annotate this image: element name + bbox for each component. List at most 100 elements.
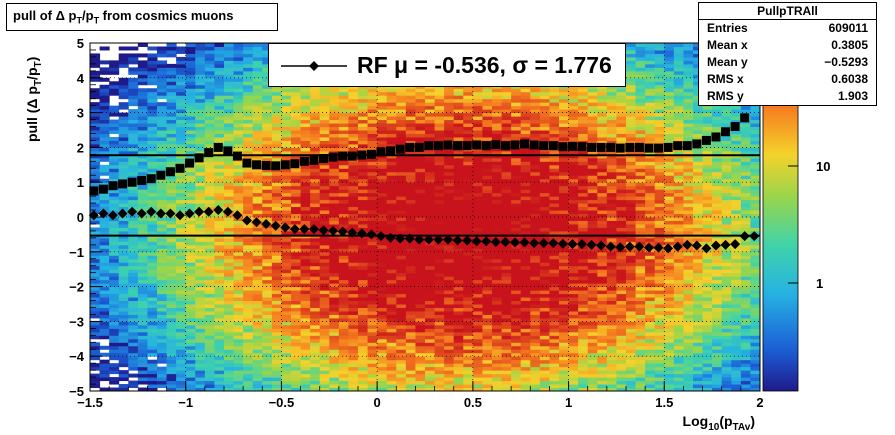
heatmap-cell: [329, 119, 340, 124]
heatmap-cell: [386, 178, 397, 183]
heatmap-cell: [463, 136, 474, 141]
heatmap-cell: [300, 123, 311, 128]
heatmap-cell: [425, 223, 436, 228]
heatmap-cell: [472, 363, 483, 368]
heatmap-cell: [530, 192, 541, 197]
heatmap-cell: [539, 276, 550, 281]
heatmap-cell: [176, 349, 187, 354]
heatmap-cell: [195, 300, 206, 305]
heatmap-cell: [300, 255, 311, 260]
heatmap-cell: [549, 206, 560, 211]
heatmap-cell: [157, 74, 168, 79]
heatmap-cell: [271, 356, 282, 361]
heatmap-cell: [338, 373, 349, 378]
heatmap-cell: [128, 297, 139, 302]
heatmap-cell: [367, 380, 378, 385]
heatmap-cell: [453, 88, 464, 93]
heatmap-cell: [291, 377, 302, 382]
heatmap-cell: [549, 317, 560, 322]
heatmap-cell: [463, 352, 474, 357]
heatmap-cell: [185, 223, 196, 228]
heatmap-cell: [386, 300, 397, 305]
heatmap-cell: [367, 143, 378, 148]
heatmap-cell: [405, 307, 416, 312]
heatmap-cell: [157, 304, 168, 308]
heatmap-cell: [271, 269, 282, 274]
heatmap-cell: [118, 46, 129, 51]
heatmap-cell: [300, 380, 311, 385]
heatmap-cell: [90, 384, 101, 389]
heatmap-cell: [472, 304, 483, 308]
heatmap-cell: [511, 335, 522, 340]
heatmap-cell: [453, 217, 464, 221]
heatmap-cell: [185, 67, 196, 72]
heatmap-cell: [176, 157, 187, 162]
heatmap-cell: [118, 220, 129, 225]
heatmap-cell: [463, 349, 474, 354]
heatmap-cell: [338, 130, 349, 134]
heatmap-cell: [463, 380, 474, 385]
heatmap-cell: [252, 168, 263, 173]
heatmap-cell: [118, 60, 129, 65]
heatmap-cell: [444, 150, 455, 155]
heatmap-cell: [511, 178, 522, 183]
heatmap-cell: [99, 265, 110, 270]
heatmap-cell: [358, 192, 369, 197]
heatmap-cell: [99, 272, 110, 277]
heatmap-cell: [338, 98, 349, 103]
heatmap-cell: [377, 248, 388, 253]
heatmap-cell: [396, 102, 407, 107]
heatmap-cell: [281, 363, 292, 368]
heatmap-cell: [425, 154, 436, 159]
heatmap-cell: [492, 147, 503, 152]
heatmap-cell: [501, 255, 512, 260]
heatmap-cell: [243, 43, 254, 47]
heatmap-cell: [128, 248, 139, 253]
heatmap-cell: [281, 370, 292, 375]
heatmap-cell: [204, 262, 215, 267]
heatmap-cell: [367, 286, 378, 291]
heatmap-cell: [377, 123, 388, 128]
heatmap-cell: [434, 164, 445, 169]
heatmap-cell: [425, 105, 436, 110]
heatmap-cell: [271, 324, 282, 329]
heatmap-cell: [425, 349, 436, 354]
heatmap-cell: [472, 130, 483, 134]
heatmap-cell: [224, 196, 235, 201]
heatmap-cell: [348, 276, 359, 281]
heatmap-cell: [415, 91, 426, 96]
heatmap-cell: [348, 262, 359, 267]
heatmap-cell: [568, 161, 579, 166]
heatmap-cell: [386, 377, 397, 382]
heatmap-cell: [128, 310, 139, 315]
heatmap-cell: [511, 283, 522, 288]
heatmap-cell: [176, 265, 187, 270]
heatmap-cell: [99, 126, 110, 131]
heatmap-cell: [539, 161, 550, 166]
heatmap-cell: [185, 91, 196, 96]
heatmap-cell: [233, 46, 244, 51]
heatmap-cell: [492, 164, 503, 169]
heatmap-cell: [128, 265, 139, 270]
heatmap-cell: [204, 56, 215, 61]
heatmap-cell: [90, 91, 101, 96]
heatmap-cell: [214, 140, 225, 145]
heatmap-cell: [329, 168, 340, 173]
heatmap-cell: [472, 185, 483, 190]
heatmap-cell: [472, 258, 483, 263]
heatmap-cell: [300, 331, 311, 336]
heatmap-cell: [415, 227, 426, 232]
heatmap-cell: [568, 182, 579, 187]
heatmap-cell: [214, 133, 225, 138]
heatmap-cell: [377, 192, 388, 197]
heatmap-cell: [128, 143, 139, 148]
heatmap-cell: [185, 227, 196, 232]
heatmap-cell: [386, 307, 397, 312]
heatmap-cell: [214, 338, 225, 343]
heatmap-cell: [166, 185, 177, 190]
heatmap-cell: [386, 206, 397, 211]
heatmap-cell: [559, 321, 570, 326]
heatmap-cell: [262, 206, 273, 211]
heatmap-cell: [453, 175, 464, 180]
heatmap-cell: [243, 377, 254, 382]
